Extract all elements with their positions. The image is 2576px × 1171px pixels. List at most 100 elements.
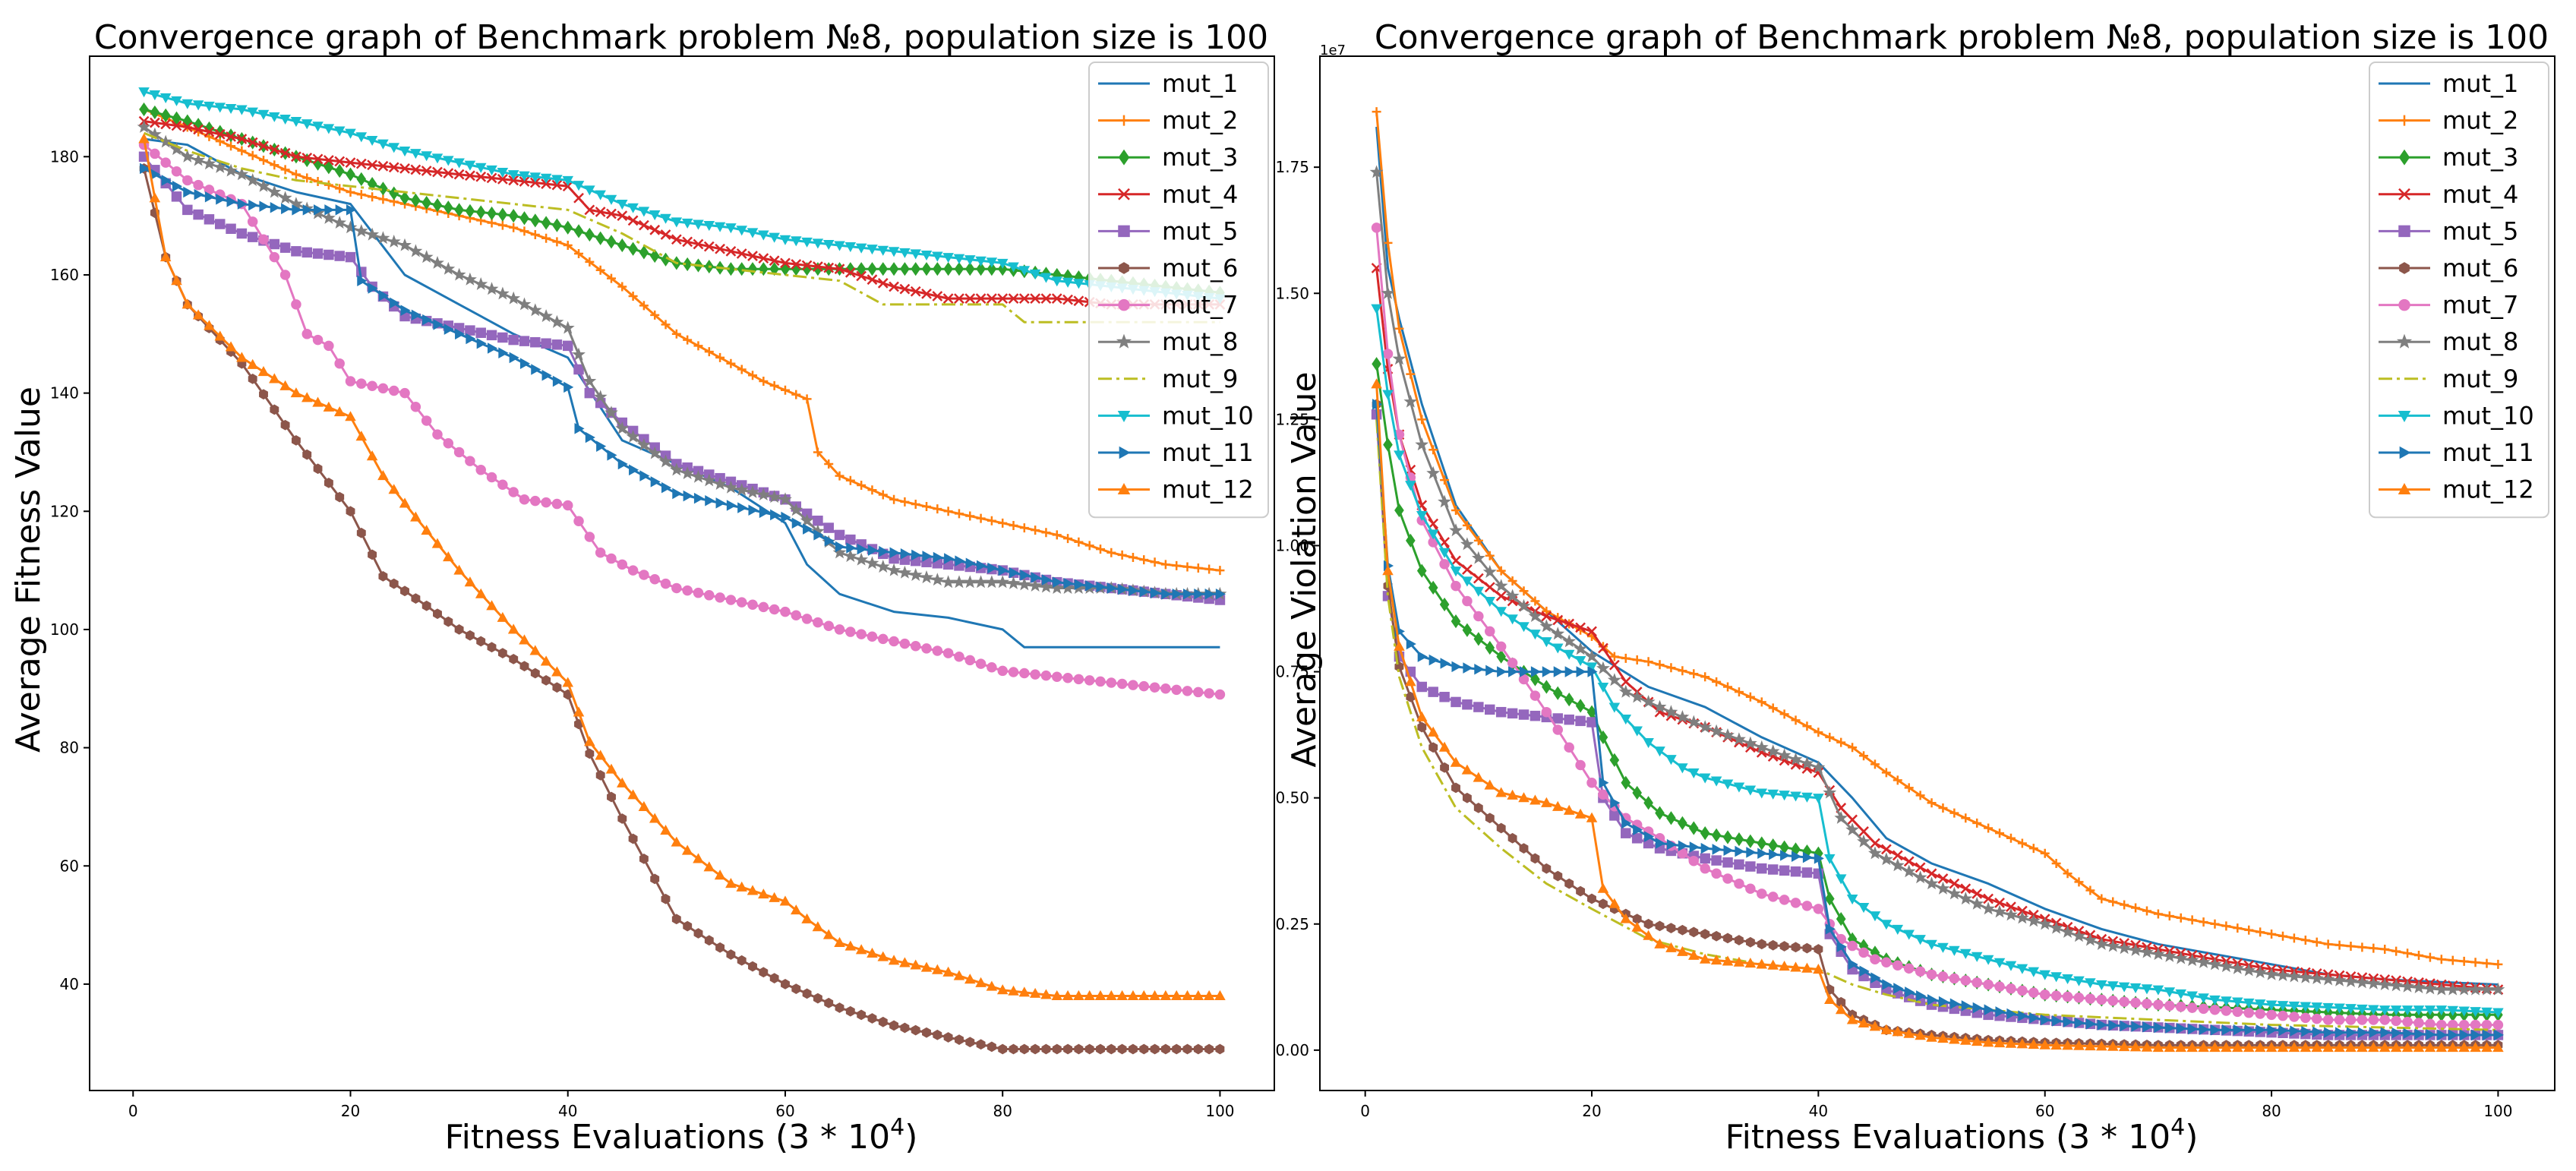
series-mut-9 [144, 131, 1220, 324]
legend-item: mut_5 [2379, 216, 2518, 245]
legend: mut_1 mut_2 mut_3 mut_4 mut_5 mut_6 mut_7 mut_8… [1088, 62, 1269, 519]
legend-label: mut_7 [1162, 291, 1238, 320]
series-mut-10 [1371, 304, 2504, 1018]
series-line [144, 120, 1220, 306]
legend-item: mut_9 [1098, 365, 1238, 393]
y-tick-label: 0.00 [1275, 1041, 1309, 1059]
x-tick-label: 20 [341, 1102, 360, 1120]
chart-title: Convergence graph of Benchmark problem №… [94, 18, 1268, 57]
y-tick-label: 100 [50, 620, 79, 639]
x-tick-label: 80 [2262, 1102, 2281, 1120]
y-tick-label: 1.75 [1275, 158, 1309, 176]
legend-item: mut_3 [1098, 143, 1238, 172]
y-tick-label: 1.00 [1275, 536, 1309, 554]
legend-label: mut_2 [2442, 106, 2518, 135]
legend-label: mut_4 [2442, 180, 2518, 209]
series-markers [140, 163, 1226, 600]
legend-label: mut_7 [2442, 291, 2518, 320]
legend-label: mut_11 [2442, 438, 2534, 467]
legend-label: mut_8 [1162, 327, 1238, 356]
legend-item: mut_6 [1098, 254, 1238, 282]
legend-item: mut_7 [1098, 291, 1238, 320]
x-tick-label: 40 [1809, 1102, 1828, 1120]
legend-label: mut_1 [1162, 69, 1238, 98]
legend-label: mut_3 [1162, 143, 1238, 172]
series-markers [1372, 107, 2503, 969]
x-tick-label: 80 [993, 1102, 1012, 1120]
y-tick-label: 0.75 [1275, 663, 1309, 681]
legend-label: mut_9 [2442, 365, 2518, 393]
x-axis-exponent: 4 [2170, 1114, 2185, 1141]
fitness-chart: Convergence graph of Benchmark problem №… [9, 18, 1275, 1157]
x-axis-close: ) [904, 1118, 917, 1157]
y-tick-label: 0.25 [1275, 915, 1309, 933]
x-tick-label: 0 [128, 1102, 138, 1120]
legend-label: mut_1 [2442, 69, 2518, 98]
y-tick-label: 0.50 [1275, 789, 1309, 807]
axes-frame [89, 55, 1275, 1091]
legend-label: mut_9 [1162, 365, 1238, 393]
y-tick-label: 1.50 [1275, 284, 1309, 302]
legend-item: mut_12 [1098, 475, 1254, 504]
legend-item: mut_9 [2379, 365, 2518, 393]
legend-item: mut_1 [2379, 69, 2518, 98]
legend-item: mut_8 [2379, 327, 2518, 356]
violation-chart: Convergence graph of Benchmark problem №… [1275, 18, 2555, 1157]
x-axis-ticks: 0 20 40 60 80 100 [128, 1091, 1235, 1120]
x-axis-math: (3 * 10 [775, 1118, 890, 1157]
series-mut-11 [1372, 399, 2504, 1041]
series-mut-1 [1375, 126, 2499, 986]
series-line [144, 131, 1220, 324]
legend-label: mut_6 [1162, 254, 1238, 282]
legend-label: mut_5 [1162, 216, 1238, 245]
x-tick-label: 0 [1360, 1102, 1370, 1120]
series-markers [138, 133, 1226, 1001]
series-markers [1371, 304, 2504, 1018]
series-line [1375, 383, 2499, 1049]
x-tick-label: 100 [2483, 1102, 2512, 1120]
legend-item: mut_12 [2379, 475, 2534, 504]
legend-label: mut_5 [2442, 216, 2518, 245]
legend-label: mut_6 [2442, 254, 2518, 282]
series-mut-2 [1372, 107, 2503, 969]
x-axis-label-group: Fitness Evaluations (3 * 104) [1725, 1114, 2199, 1157]
series-markers [1369, 165, 2505, 996]
y-axis-label: Average Violation Value [1285, 371, 1324, 767]
y-axis-label: Average Fitness Value [9, 387, 48, 753]
y-scale-label: 1e7 [1320, 43, 1346, 58]
legend-item: mut_5 [1098, 216, 1238, 245]
legend-item: mut_4 [2379, 180, 2518, 209]
plot-area [89, 55, 1275, 1091]
legend-item: mut_7 [2379, 291, 2518, 320]
x-axis-close: ) [2185, 1118, 2198, 1157]
x-tick-label: 60 [775, 1102, 794, 1120]
series-lines [137, 87, 1227, 1055]
legend-label: mut_3 [2442, 143, 2518, 172]
x-axis-label: Fitness Evaluations [445, 1118, 765, 1157]
series-markers [1371, 223, 2504, 1031]
legend-box [1088, 62, 1269, 519]
plot-area [1319, 55, 2555, 1091]
series-mut-8 [1369, 165, 2505, 996]
legend-label: mut_11 [1162, 438, 1254, 467]
legend-item: mut_3 [2379, 143, 2518, 172]
chart-title: Convergence graph of Benchmark problem №… [1375, 18, 2549, 57]
legend-item: mut_2 [2379, 106, 2518, 135]
y-tick-label: 80 [60, 739, 79, 757]
series-mut-7 [138, 139, 1226, 700]
legend: mut_1 mut_2 mut_3 mut_4 mut_5 mut_6 mut_7 mut_8… [2369, 62, 2549, 519]
series-mut-12 [138, 133, 1226, 1001]
legend-item: mut_10 [1098, 401, 1254, 430]
x-tick-label: 40 [558, 1102, 577, 1120]
y-tick-label: 180 [50, 147, 79, 166]
y-tick-label: 40 [60, 975, 79, 993]
x-axis-exponent: 4 [890, 1114, 904, 1141]
x-axis-ticks: 0 20 40 60 80 100 [1360, 1091, 2513, 1120]
legend-label: mut_4 [1162, 180, 1238, 209]
x-axis-label-group: Fitness Evaluations (3 * 104) [445, 1114, 918, 1157]
legend-item: mut_1 [1098, 69, 1238, 98]
y-axis-ticks: 0.00 0.25 0.50 0.75 1.00 1.25 1.50 1.75 [1275, 158, 1320, 1059]
series-lines [1369, 107, 2505, 1053]
series-markers [138, 139, 1226, 700]
